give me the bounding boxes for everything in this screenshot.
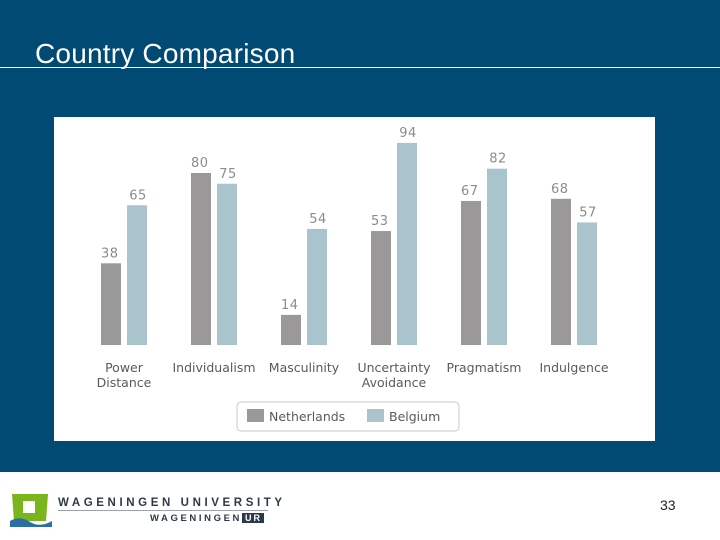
slide-title: Country Comparison xyxy=(35,38,296,69)
legend-swatch-belgium xyxy=(367,409,384,422)
value-label: 68 xyxy=(551,182,569,197)
logo-divider xyxy=(58,510,268,511)
ur-badge: UR xyxy=(241,513,264,523)
bar-netherlands-4 xyxy=(461,200,481,345)
university-name: WAGENINGEN UNIVERSITY xyxy=(58,497,286,509)
chart-card: 38 65 Power Distance 80 75 Individualism 14 54 Ma… xyxy=(54,117,655,441)
value-label: 75 xyxy=(219,167,237,182)
page-number: 33 xyxy=(660,497,676,513)
category-label: Indulgence xyxy=(539,360,608,375)
value-label: 53 xyxy=(371,214,389,229)
bar-belgium-0 xyxy=(127,205,147,345)
bar-belgium-5 xyxy=(577,222,597,345)
value-label: 67 xyxy=(461,184,479,199)
legend-box xyxy=(236,401,460,432)
category-label: Avoidance xyxy=(362,375,427,390)
value-label: 65 xyxy=(129,188,147,203)
value-label: 14 xyxy=(281,298,299,313)
title-underline xyxy=(0,67,720,68)
category-label: Uncertainty xyxy=(357,360,431,375)
value-label: 94 xyxy=(399,126,417,141)
legend-swatch-netherlands xyxy=(247,409,264,422)
ur-prefix: WAGENINGEN xyxy=(150,513,242,524)
university-logo-icon xyxy=(10,494,52,527)
value-label: 38 xyxy=(101,246,119,261)
bar-belgium-4 xyxy=(487,168,507,345)
legend-label-belgium: Belgium xyxy=(389,409,440,424)
bar-netherlands-2 xyxy=(281,314,301,345)
value-label: 80 xyxy=(191,156,209,171)
footer xyxy=(0,472,720,540)
value-label: 57 xyxy=(579,205,597,220)
category-label: Distance xyxy=(97,375,152,390)
wageningen-ur-wordmark: WAGENINGEN UR xyxy=(150,513,264,524)
category-label: Power xyxy=(105,360,144,375)
bar-belgium-3 xyxy=(397,142,417,345)
legend-label-netherlands: Netherlands xyxy=(269,409,345,424)
bar-netherlands-3 xyxy=(371,231,391,345)
bar-netherlands-0 xyxy=(101,263,121,345)
value-label: 82 xyxy=(489,152,507,167)
category-label: Pragmatism xyxy=(447,360,522,375)
bar-belgium-1 xyxy=(217,183,237,345)
value-label: 54 xyxy=(309,212,327,227)
bar-belgium-2 xyxy=(307,228,327,345)
bar-netherlands-1 xyxy=(191,173,211,345)
bar-netherlands-5 xyxy=(551,198,571,345)
category-label: Masculinity xyxy=(269,360,340,375)
category-label: Individualism xyxy=(172,360,255,375)
